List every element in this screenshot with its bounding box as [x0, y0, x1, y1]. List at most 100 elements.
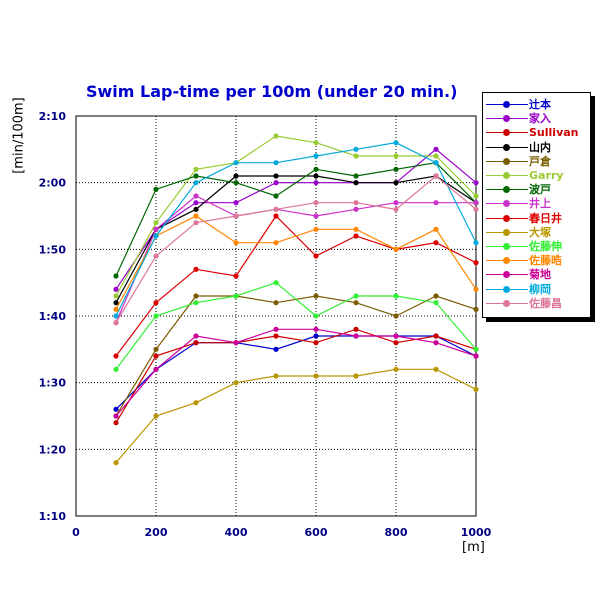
series-line [115, 215, 477, 310]
data-point [193, 173, 199, 179]
legend-marker [503, 143, 510, 151]
data-point [273, 213, 279, 219]
legend-entry: 春日井 [483, 211, 590, 226]
chart-legend: 辻本 家入 Sullivan 山内 戸倉 Garry 波戸 井上 春日井 大塚 佐藤伸 佐藤晧 菊地 柳岡… [482, 92, 591, 318]
legend-marker [503, 200, 510, 208]
data-point [193, 400, 199, 406]
data-point [113, 273, 119, 279]
data-point [313, 180, 319, 186]
legend-entry: 波戸 [483, 182, 590, 197]
x-tick-label: 800 [385, 526, 408, 539]
legend-label: 大塚 [529, 225, 551, 239]
data-point [313, 166, 319, 172]
data-point [313, 226, 319, 232]
data-point [193, 166, 199, 172]
data-point [353, 180, 359, 186]
data-point [313, 333, 319, 339]
x-axis-label: [m] [462, 540, 485, 555]
data-point [313, 200, 319, 206]
data-point [273, 373, 279, 379]
data-point [233, 293, 239, 299]
legend-entry: 佐藤伸 [483, 239, 590, 254]
data-point [233, 380, 239, 386]
data-point [113, 300, 119, 306]
data-point [113, 320, 119, 326]
series-line [115, 328, 477, 417]
data-point [313, 340, 319, 346]
data-point [433, 160, 439, 166]
series-line [115, 175, 477, 323]
data-point [433, 146, 439, 152]
data-point [393, 200, 399, 206]
data-point [393, 206, 399, 212]
data-point [273, 160, 279, 166]
data-point [473, 386, 479, 392]
legend-entry: 佐藤昌 [483, 296, 590, 311]
legend-label: 春日井 [529, 211, 562, 225]
data-point [273, 133, 279, 139]
data-point [353, 146, 359, 152]
data-point [233, 173, 239, 179]
data-point [313, 373, 319, 379]
data-point [433, 200, 439, 206]
legend-label: 佐藤晧 [529, 254, 562, 268]
x-tick-label: 400 [225, 526, 248, 539]
legend-entry: 戸倉 [483, 154, 590, 169]
data-point [113, 366, 119, 372]
legend-marker [503, 299, 510, 307]
legend-marker [503, 129, 510, 137]
legend-label: Garry [529, 169, 564, 182]
chart-title: Swim Lap-time per 100m (under 20 min.) [86, 82, 458, 101]
legend-entry: 柳岡 [483, 282, 590, 297]
data-point [113, 313, 119, 319]
legend-label: 佐藤昌 [529, 296, 562, 310]
data-point [273, 333, 279, 339]
data-point [393, 333, 399, 339]
data-point [193, 266, 199, 272]
legend-marker [503, 101, 510, 108]
series-line [115, 195, 476, 323]
data-point [433, 173, 439, 179]
legend-marker [503, 214, 510, 222]
data-point [193, 206, 199, 212]
data-point [473, 180, 479, 186]
legend-entry: 大塚 [483, 225, 590, 240]
y-tick-label: 1:30 [39, 377, 67, 390]
data-point [473, 286, 479, 292]
data-point [153, 353, 159, 359]
data-point [273, 180, 279, 186]
data-point [113, 353, 119, 359]
data-point [353, 300, 359, 306]
legend-marker [503, 285, 510, 293]
data-point [433, 300, 439, 306]
data-point [153, 366, 159, 372]
data-point [153, 346, 159, 352]
data-point [153, 313, 159, 319]
data-point [153, 220, 159, 226]
y-tick-label: 1:50 [39, 243, 67, 256]
data-point [153, 300, 159, 306]
legend-label: 佐藤伸 [529, 240, 562, 253]
data-point [193, 300, 199, 306]
legend-marker [503, 271, 510, 279]
data-point [353, 226, 359, 232]
data-point [353, 200, 359, 206]
data-point [473, 200, 479, 206]
x-tick-label: 1000 [461, 526, 492, 539]
legend-label: 山内 [529, 140, 551, 154]
data-point [433, 340, 439, 346]
data-point [233, 273, 239, 279]
legend-marker [503, 157, 510, 165]
y-tick-label: 2:00 [39, 177, 67, 190]
data-point [393, 313, 399, 319]
legend-entry: Garry [483, 168, 590, 183]
data-point [393, 180, 399, 186]
y-tick-label: 1:10 [39, 510, 67, 523]
data-point [353, 293, 359, 299]
data-point [193, 333, 199, 339]
data-point [393, 340, 399, 346]
data-point [473, 306, 479, 312]
data-point [353, 326, 359, 332]
data-point [233, 180, 239, 186]
